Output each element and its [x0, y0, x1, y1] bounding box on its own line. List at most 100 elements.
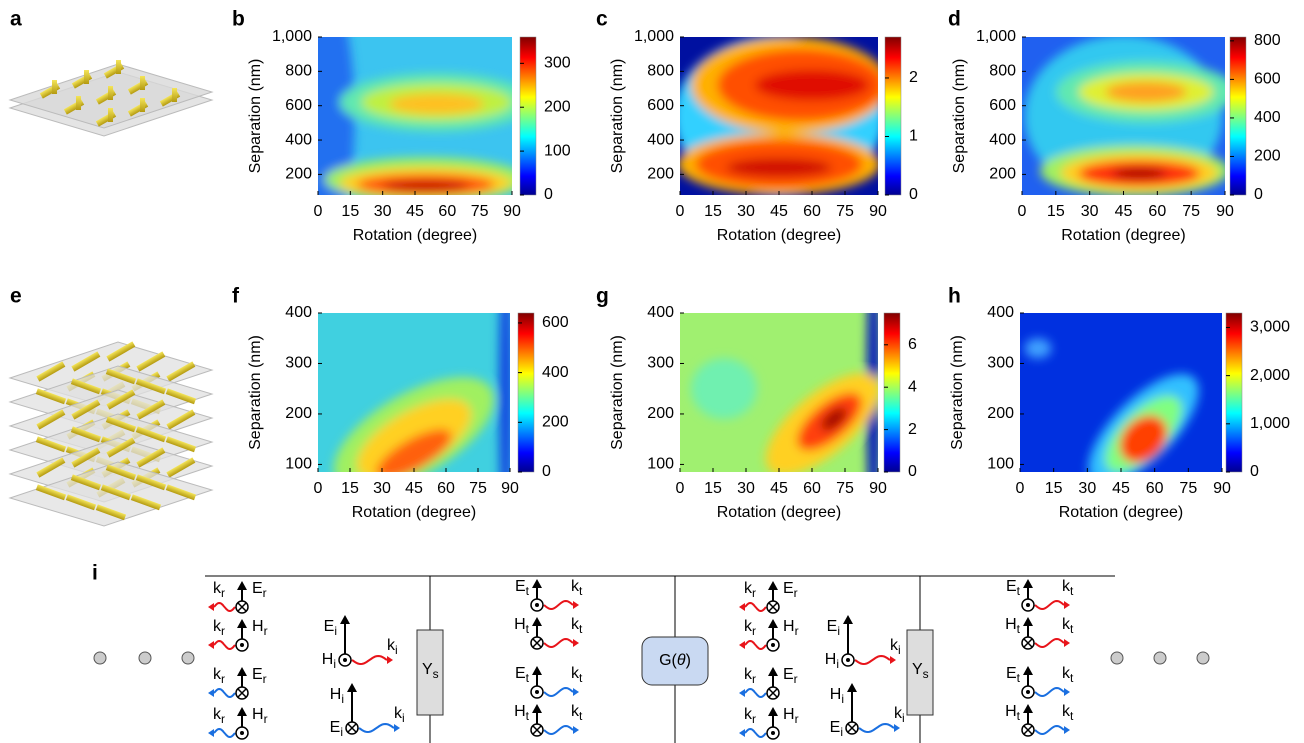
rod: [105, 464, 137, 481]
field-arrowhead: [1023, 666, 1033, 675]
x-tick-label: 60: [437, 480, 455, 497]
symbol-sub: r: [221, 672, 225, 686]
heatmap-field: [1024, 37, 1225, 195]
wave: [744, 601, 767, 613]
marker-dot: [535, 690, 539, 694]
symbol-main: E: [252, 580, 263, 597]
y-tick-label: 800: [989, 63, 1016, 80]
wave: [351, 654, 388, 666]
symbol-label: Er: [783, 666, 798, 686]
colorbar-tick-label: 6: [908, 336, 917, 353]
symbol-sub: i: [840, 725, 843, 739]
heatmap-field: [1024, 338, 1199, 472]
symbol-sub: t: [526, 671, 530, 685]
y-axis-label: Separation (nm): [949, 335, 966, 450]
symbol-main: k: [394, 705, 403, 722]
x-tick-label: 15: [704, 203, 722, 220]
symbol-main: k: [1062, 616, 1071, 633]
rod: [70, 474, 102, 491]
field-arrowhead: [237, 707, 247, 716]
symbol-sub: r: [752, 586, 756, 600]
field-arrowhead: [843, 615, 853, 624]
wave: [1034, 599, 1065, 611]
wave-arrowhead: [890, 656, 896, 664]
symbol-label: Hr: [252, 706, 268, 726]
symbol-label: kt: [1062, 616, 1074, 636]
symbol-label: Hi: [322, 651, 336, 671]
symbol-main: k: [744, 706, 753, 723]
x-tick-label: 0: [314, 203, 323, 220]
field-arrowhead: [237, 667, 247, 676]
wave-arrowhead: [1064, 688, 1070, 696]
symbol-label: kt: [571, 703, 583, 723]
symbol-label: Ei: [330, 719, 343, 739]
symbol-sub: t: [1070, 622, 1074, 636]
rod: [35, 484, 67, 501]
symbol-label: Hi: [830, 686, 844, 706]
rod: [136, 351, 166, 372]
rod: [35, 388, 67, 405]
symbol-sub: r: [794, 672, 798, 686]
x-tick-label: 75: [1179, 480, 1197, 497]
marker-dot: [535, 603, 539, 607]
y-tick-label: 300: [285, 355, 312, 372]
x-tick-label: 75: [836, 203, 854, 220]
marker-cross: [768, 688, 778, 698]
symbol-main: H: [330, 686, 342, 703]
x-tick-label: 45: [1115, 203, 1133, 220]
rod: [106, 341, 136, 362]
symbol-main: k: [744, 666, 753, 683]
marker-dot: [846, 658, 850, 662]
x-axis-label: Rotation (degree): [352, 504, 477, 521]
heatmap: [318, 37, 512, 195]
symbol-main: k: [213, 666, 222, 683]
heatmap-field: [333, 313, 510, 472]
colorbar-tick-label: 0: [1254, 186, 1263, 203]
y-tick-label: 400: [285, 304, 312, 321]
rod: [105, 368, 137, 385]
symbol-label: kr: [744, 580, 756, 600]
wave-arrowhead: [208, 603, 214, 611]
symbol-sub: r: [752, 672, 756, 686]
heatmap: [1020, 313, 1222, 472]
symbol-main: H: [1005, 616, 1017, 633]
x-tick-label: 60: [803, 480, 821, 497]
x-tick-label: 15: [1045, 480, 1063, 497]
operator-symbol: θ: [677, 652, 686, 669]
field-arrowhead: [532, 704, 542, 713]
symbol-label: kt: [571, 616, 583, 636]
x-axis-label: Rotation (degree): [1061, 227, 1186, 244]
wave: [543, 637, 574, 649]
symbol-main: k: [744, 580, 753, 597]
wave: [858, 722, 895, 734]
colorbar-tick-label: 400: [542, 364, 569, 381]
y-tick-label: 400: [989, 131, 1016, 148]
wave: [543, 686, 574, 698]
colorbar-tick-label: 200: [1254, 148, 1281, 165]
y-axis-label: Separation (nm): [247, 335, 264, 450]
symbol-sub: r: [752, 624, 756, 638]
colorbar-tick-label: 200: [542, 414, 569, 431]
x-tick-label: 60: [803, 203, 821, 220]
heatmap: [1022, 37, 1225, 195]
symbol-label: kr: [213, 580, 225, 600]
wave-arrowhead: [739, 641, 745, 649]
y-axis-label: Separation (nm): [609, 335, 626, 450]
wave-arrowhead: [1064, 639, 1070, 647]
symbol-sub: t: [1070, 671, 1074, 685]
colorbar: [884, 36, 902, 196]
x-axis-label: Rotation (degree): [717, 504, 842, 521]
x-tick-label: 30: [737, 203, 755, 220]
x-tick-label: 0: [1018, 203, 1027, 220]
symbol-label: Hr: [783, 706, 799, 726]
x-tick-label: 60: [1148, 203, 1166, 220]
marker-cross: [532, 638, 542, 648]
symbol-main: k: [571, 578, 580, 595]
heatmap: [680, 37, 878, 195]
y-tick-label: 400: [285, 131, 312, 148]
y-tick-label: 1,000: [634, 28, 674, 45]
y-tick-label: 200: [285, 405, 312, 422]
rod: [95, 504, 127, 521]
symbol-main: k: [213, 580, 222, 597]
heatmap-blob: [754, 69, 870, 101]
